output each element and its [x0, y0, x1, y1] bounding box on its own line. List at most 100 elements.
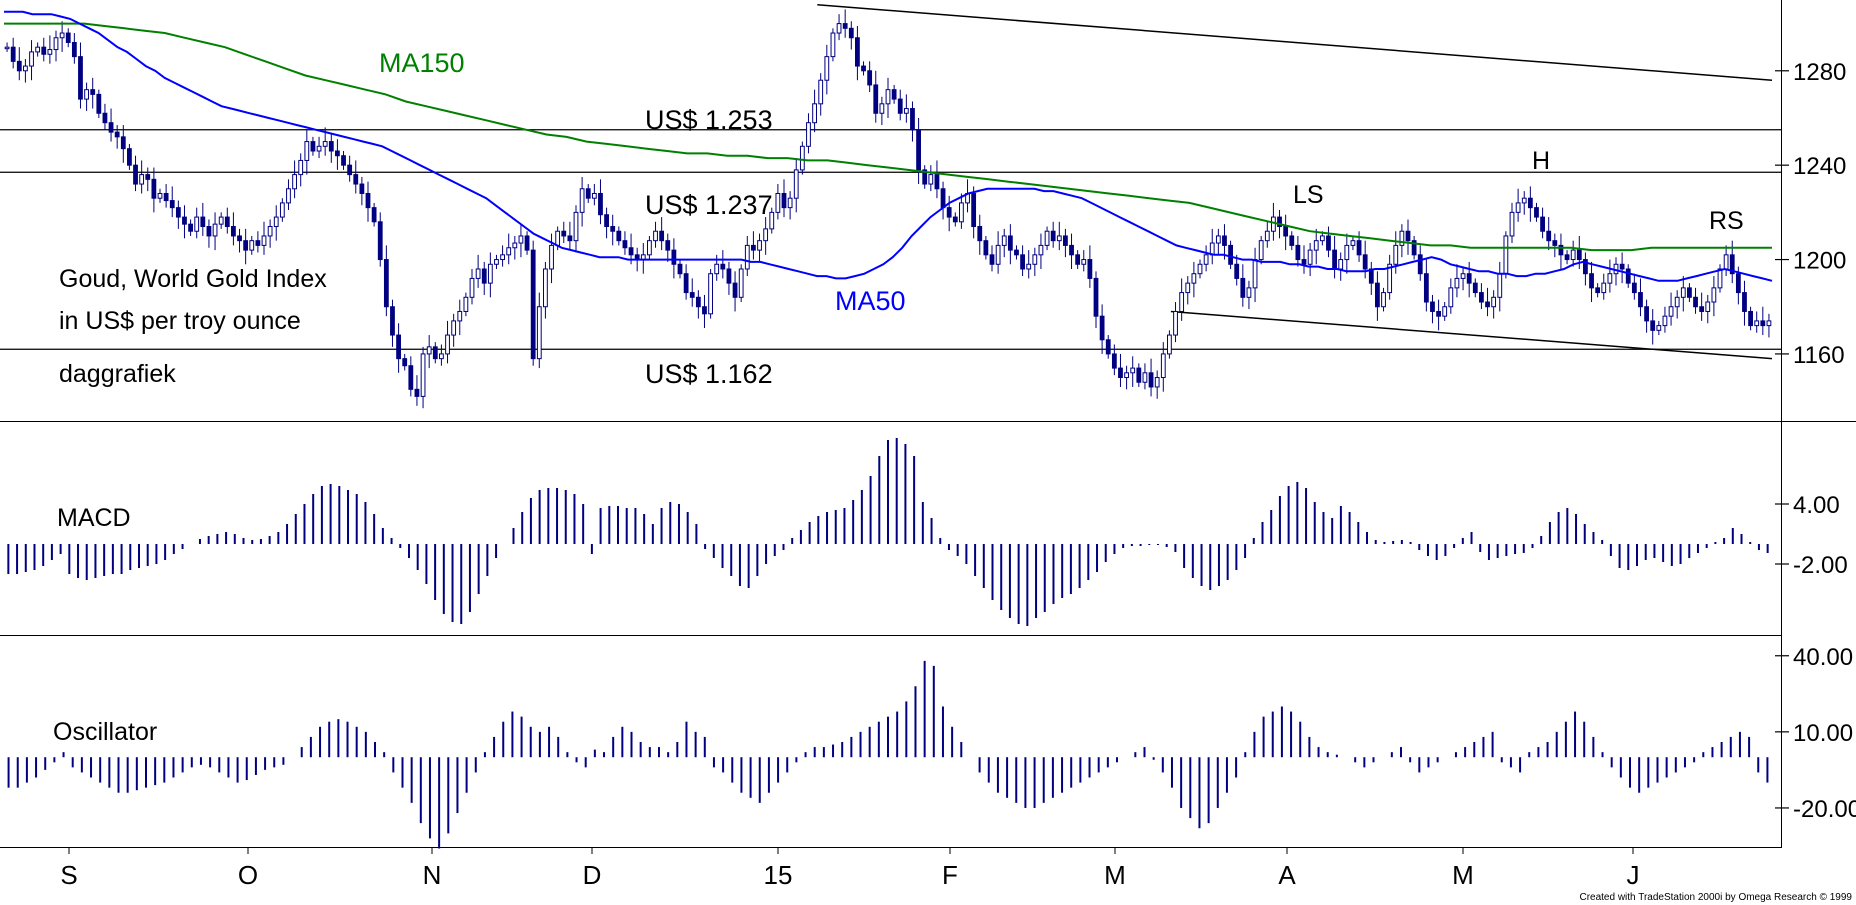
candle [530, 249, 536, 360]
candle [1069, 244, 1074, 256]
candle [1356, 240, 1362, 256]
candle [1705, 301, 1711, 312]
candle [1723, 254, 1729, 270]
candle [769, 211, 775, 230]
candle [1717, 268, 1723, 289]
candle [598, 192, 603, 216]
ma150-label: MA150 [379, 48, 465, 78]
candle [934, 174, 940, 190]
candle [708, 273, 713, 315]
candle [359, 183, 365, 194]
candle [16, 60, 22, 72]
candle [47, 49, 53, 55]
candle [879, 103, 885, 114]
candle [1466, 273, 1472, 284]
candle [316, 145, 322, 152]
macd-label: MACD [57, 504, 131, 532]
candle [102, 112, 108, 124]
candle [1546, 230, 1552, 242]
candle [567, 235, 573, 242]
macd-axis-tick-label: 4.00 [1793, 492, 1840, 519]
candle [732, 282, 738, 298]
candle [224, 216, 230, 228]
candle [1460, 273, 1466, 279]
candle [1222, 235, 1227, 246]
price-axis-tick-label: 1160 [1793, 342, 1845, 369]
candle [1063, 235, 1068, 246]
macd-panel [7, 438, 1769, 626]
candle [799, 145, 805, 171]
candle [1607, 273, 1613, 284]
candle [439, 353, 444, 360]
candle [1148, 372, 1154, 388]
candle [702, 306, 707, 315]
candle [1375, 282, 1380, 308]
candle [1454, 277, 1460, 289]
candle [1766, 320, 1772, 327]
price-axis-tick-label: 1200 [1793, 248, 1846, 275]
candle [818, 79, 824, 105]
candle [1056, 235, 1062, 242]
candle [1234, 263, 1240, 279]
candle [1729, 254, 1735, 275]
candle [420, 353, 426, 397]
candle [35, 46, 41, 53]
oscillator-axis-tick-label: 40.00 [1793, 644, 1853, 671]
candle [653, 230, 658, 242]
candle [1387, 263, 1393, 294]
candle [414, 388, 420, 397]
candle [585, 188, 591, 199]
ma50-label: MA50 [835, 286, 906, 316]
candle [1448, 287, 1454, 308]
candle [1405, 230, 1411, 242]
candle [1650, 320, 1656, 331]
candle [255, 240, 261, 246]
candle [151, 178, 157, 199]
candle [726, 268, 732, 284]
candle [897, 98, 903, 114]
candle [763, 228, 769, 242]
candle [1411, 240, 1417, 256]
candle [71, 41, 77, 58]
candle [273, 216, 279, 228]
candle [212, 223, 218, 237]
candle [279, 202, 285, 218]
candle [1124, 372, 1129, 379]
macd-axis-tick-label: -2.00 [1793, 552, 1848, 579]
candle [916, 129, 921, 171]
left-shoulder-label: LS [1293, 181, 1324, 209]
candle [1442, 306, 1448, 317]
candle [1589, 273, 1594, 289]
candle [891, 89, 897, 100]
price-panel [0, 3, 1781, 409]
ma150-line [4, 22, 1772, 252]
candle [628, 247, 634, 256]
candle [90, 89, 96, 95]
candle [518, 235, 524, 244]
candle [365, 192, 371, 209]
candle [390, 306, 395, 336]
candle [1656, 325, 1662, 331]
candle [1638, 292, 1643, 308]
candle [341, 155, 346, 166]
candle [157, 192, 163, 199]
candle [383, 259, 389, 308]
candle [463, 296, 469, 312]
candle [1362, 254, 1368, 270]
candle [861, 65, 866, 72]
candle [53, 37, 59, 51]
candle [175, 207, 181, 218]
candle [940, 188, 946, 209]
candle [1252, 259, 1258, 289]
candle [989, 254, 995, 265]
candle [371, 207, 377, 223]
price-axis-tick-label: 1240 [1793, 153, 1846, 180]
candle [1619, 263, 1625, 270]
candle [1570, 249, 1576, 261]
candle [249, 240, 255, 251]
candle [402, 358, 408, 367]
candle [1050, 230, 1056, 242]
candle [695, 296, 701, 308]
chart-period-label: daggrafiek [59, 360, 176, 388]
